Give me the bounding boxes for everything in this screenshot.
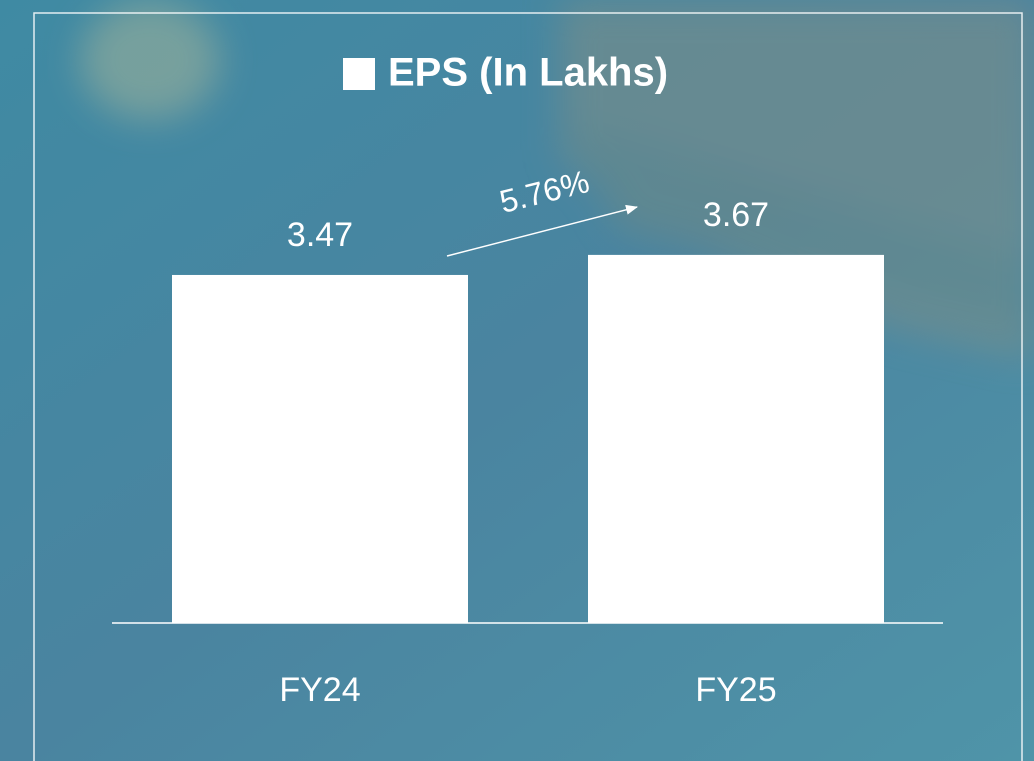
- frame: [33, 12, 1023, 761]
- bar: [172, 274, 468, 623]
- legend-marker: [343, 58, 375, 90]
- background-photo: [80, 0, 1034, 360]
- value-label: 3.67: [703, 196, 769, 234]
- x-tick-label: FY24: [279, 671, 360, 709]
- value-label: 3.47: [287, 216, 353, 254]
- bar: [588, 254, 884, 624]
- growth-arrow: [446, 204, 638, 257]
- x-tick-label: FY25: [695, 671, 776, 709]
- chart-title: EPS (In Lakhs): [388, 51, 668, 95]
